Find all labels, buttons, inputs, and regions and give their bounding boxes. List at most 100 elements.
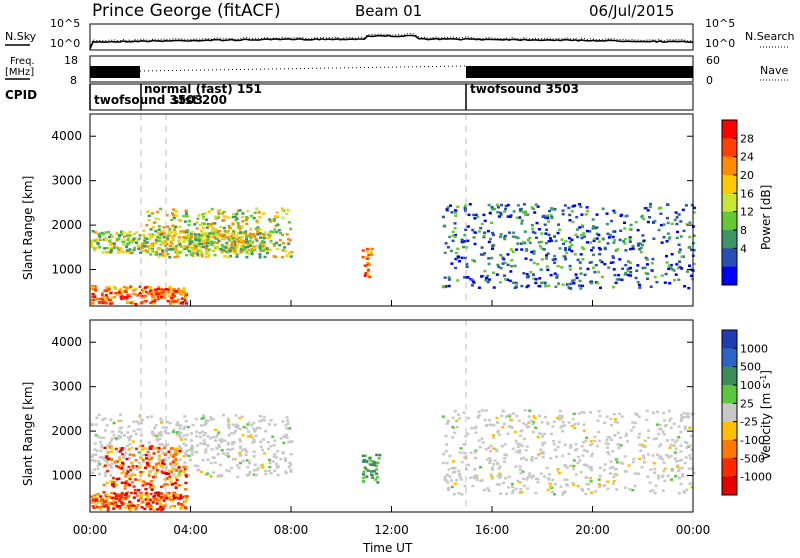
data-cell	[466, 225, 470, 228]
data-cell	[240, 250, 244, 253]
data-cell	[174, 484, 178, 488]
data-cell	[100, 444, 104, 447]
data-cell	[618, 238, 622, 242]
cpid-entry-3: stst 200	[172, 93, 227, 107]
data-cell	[512, 210, 516, 213]
data-cell	[164, 494, 167, 497]
data-cell	[234, 218, 238, 222]
data-cell	[259, 440, 263, 444]
data-cell	[549, 457, 553, 460]
data-cell	[185, 449, 189, 453]
data-cell	[534, 281, 538, 285]
data-cell	[560, 238, 564, 241]
data-cell	[120, 491, 124, 495]
freq-band-right	[466, 66, 693, 78]
data-cell	[234, 246, 238, 249]
data-cell	[522, 272, 526, 275]
data-cell	[261, 448, 265, 452]
data-cell	[679, 482, 683, 486]
data-cell	[378, 453, 382, 457]
data-cell	[241, 240, 245, 244]
data-cell	[220, 449, 224, 452]
data-cell	[188, 245, 191, 249]
data-cell	[154, 291, 158, 295]
data-cell	[242, 425, 246, 429]
data-cell	[145, 237, 149, 241]
data-cell	[228, 226, 232, 230]
data-cell	[112, 507, 116, 510]
data-cell	[532, 420, 535, 424]
data-cell	[451, 416, 455, 420]
data-cell	[543, 475, 546, 478]
data-cell	[363, 454, 367, 457]
data-cell	[98, 301, 102, 304]
data-cell	[232, 458, 235, 461]
data-cell	[118, 497, 122, 501]
data-cell	[553, 482, 557, 486]
data-cell	[498, 465, 502, 468]
data-cell	[517, 419, 521, 422]
x-tick-label: 08:00	[274, 523, 309, 537]
data-cell	[460, 239, 464, 242]
data-cell	[556, 445, 560, 449]
data-cell	[284, 423, 288, 427]
data-cell	[609, 438, 613, 441]
data-cell	[534, 426, 538, 429]
data-cell	[159, 449, 163, 452]
data-cell	[543, 282, 547, 285]
data-cell	[283, 434, 287, 438]
data-cell	[236, 475, 240, 478]
data-cell	[502, 422, 506, 426]
data-cell	[636, 264, 640, 267]
data-cell	[177, 289, 181, 293]
data-cell	[158, 443, 162, 446]
data-cell	[284, 457, 287, 460]
data-cell	[166, 443, 170, 446]
data-cell	[548, 209, 551, 213]
data-cell	[578, 203, 582, 206]
data-cell	[125, 468, 129, 471]
data-cell	[591, 246, 595, 249]
data-cell	[568, 264, 572, 268]
data-cell	[676, 266, 680, 270]
data-cell	[168, 421, 172, 425]
data-cell	[230, 243, 234, 247]
data-cell	[259, 249, 263, 252]
data-cell	[105, 287, 109, 291]
data-cell	[104, 295, 108, 299]
data-cell	[94, 503, 98, 506]
data-cell	[116, 450, 120, 453]
data-cell	[617, 446, 621, 450]
data-cell	[589, 280, 593, 283]
colorbar-tick-label: 24	[740, 151, 754, 164]
data-cell	[652, 462, 656, 465]
data-cell	[469, 278, 473, 281]
data-cell	[143, 300, 147, 303]
x-tick-label: 12:00	[374, 523, 409, 537]
data-cell	[661, 475, 664, 478]
data-cell	[568, 213, 572, 217]
data-cell	[483, 219, 487, 223]
data-cell	[225, 469, 229, 472]
data-cell	[92, 506, 96, 510]
data-cell	[190, 444, 194, 448]
data-cell	[245, 450, 249, 453]
data-cell	[147, 474, 151, 477]
data-cell	[185, 454, 188, 457]
data-cell	[522, 422, 526, 425]
data-cell	[368, 275, 372, 279]
data-cell	[498, 472, 502, 475]
data-cell	[120, 447, 124, 450]
data-cell	[444, 479, 448, 482]
data-cell	[549, 214, 553, 217]
data-cell	[508, 279, 512, 283]
data-cell	[496, 263, 500, 267]
data-cell	[507, 475, 511, 479]
data-cell	[614, 281, 618, 285]
data-cell	[463, 485, 467, 488]
data-cell	[637, 415, 641, 418]
data-cell	[206, 235, 210, 238]
colorbar-swatch	[722, 156, 737, 176]
data-cell	[616, 421, 620, 424]
data-cell	[188, 458, 192, 462]
